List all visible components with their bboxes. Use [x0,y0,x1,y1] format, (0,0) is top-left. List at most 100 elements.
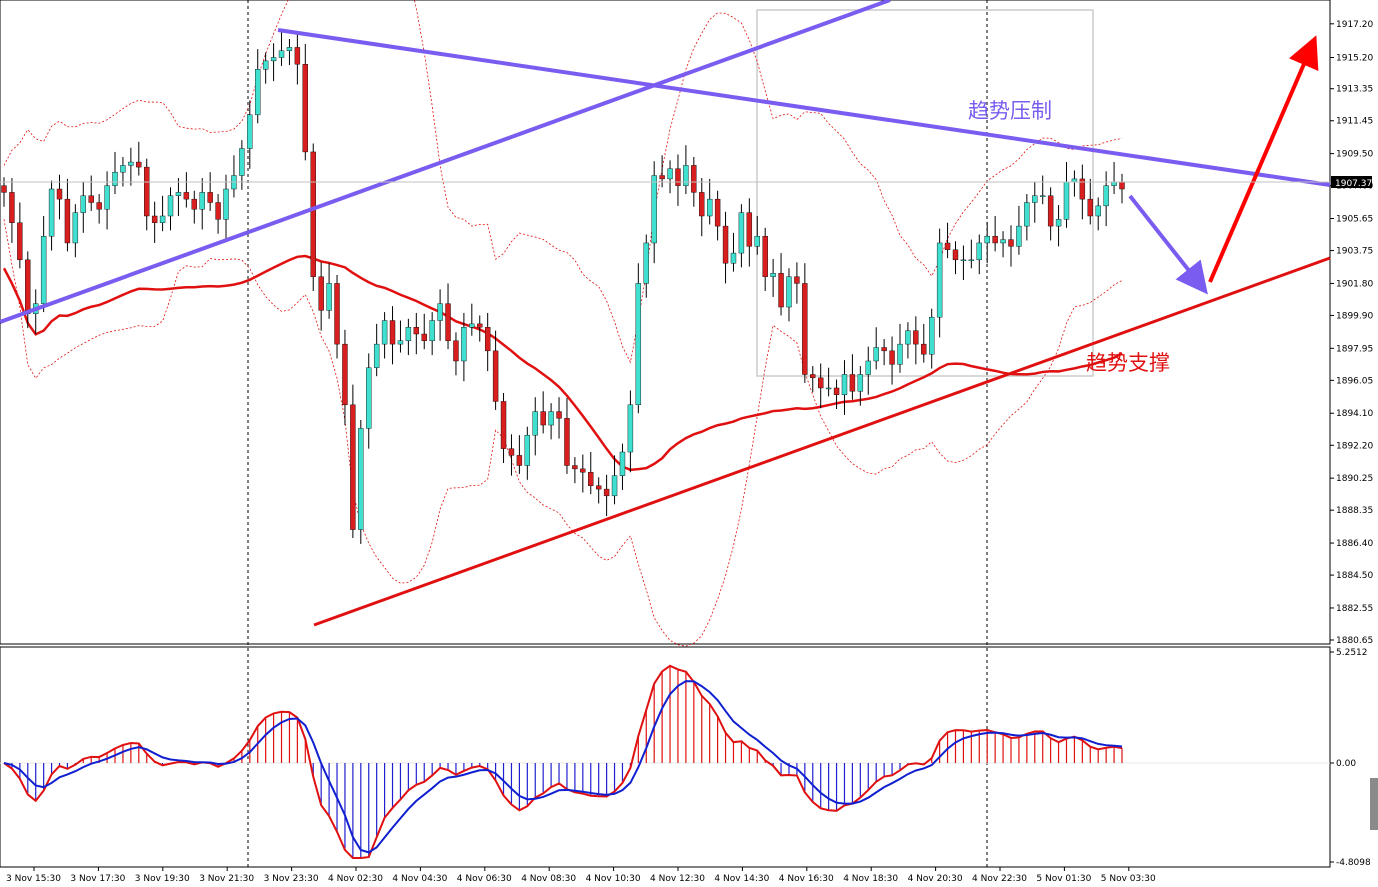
candle [17,202,23,269]
candle [1000,231,1006,258]
candle [651,161,657,264]
candle [1024,194,1030,241]
candle [492,330,499,410]
candle [683,145,689,195]
bearish-arrow [1128,194,1208,295]
bullish-arrow [1208,35,1319,283]
candle [556,397,562,439]
candle [334,275,340,359]
candle [944,222,951,259]
candle [88,175,94,211]
scroll-handle[interactable] [1370,778,1378,830]
candle [302,44,309,161]
candle [992,215,998,252]
candle [326,263,332,319]
price-tick-label: 1917.20 [1336,20,1373,30]
candle [1079,164,1086,220]
candle [310,143,316,292]
time-tick-label: 4 Nov 06:30 [457,874,512,884]
price-tick-label: 1901.80 [1336,279,1373,289]
resistance-trendline [277,28,1331,187]
candle [524,426,531,480]
candle [746,198,753,267]
time-tick-label: 4 Nov 14:30 [714,874,769,884]
rising-trendline [0,0,891,324]
candle [477,315,483,342]
candle [80,181,86,233]
price-tick-label: 1899.90 [1336,311,1373,321]
time-tick-label: 4 Nov 04:30 [392,874,447,884]
candle [1103,171,1109,227]
indicator-tick-label: -4.8098 [1336,858,1371,868]
candle [936,228,943,338]
candle [929,308,935,369]
time-axis: 3 Nov 15:30 3 Nov 17:30 3 Nov 19:30 3 Nov 2… [6,867,1156,884]
macd-signal-line [3,680,1123,854]
candle [1055,205,1062,247]
time-tick-label: 4 Nov 16:30 [779,874,834,884]
candle [913,316,919,365]
candle [889,336,895,385]
candle [976,234,982,275]
candle [921,323,927,363]
candle [667,160,673,194]
time-tick-label: 3 Nov 19:30 [135,874,190,884]
indicator-axis: 5.2512 0.00 -4.8098 [1330,648,1371,868]
candle [453,332,459,376]
candle [722,211,729,284]
candle [389,306,396,365]
candle [849,354,856,400]
candle [421,313,427,350]
price-tick-label: 1897.95 [1336,344,1373,354]
candle [833,379,840,410]
candle [461,312,467,382]
candle [762,227,768,292]
candle [183,172,190,208]
candle [278,30,285,66]
time-tick-label: 3 Nov 23:30 [264,874,319,884]
current-price-tag: 1907.37 [1331,176,1372,189]
candle [199,178,205,230]
time-tick-label: 4 Nov 10:30 [586,874,641,884]
candle [960,245,967,281]
candle [342,329,348,426]
candle [1040,175,1046,205]
candle [484,312,491,372]
candle [262,52,269,84]
price-tick-label: 1882.55 [1336,604,1373,614]
candle [595,477,602,504]
candle [508,434,515,476]
candle [167,187,174,231]
candle [627,390,634,473]
candle [136,141,142,176]
candle [445,283,451,350]
candle [358,419,364,544]
main-chart-frame [0,0,1331,645]
candle [516,435,523,474]
candle [1095,197,1101,231]
indicator-tick-label: 5.2512 [1336,648,1368,658]
candle [397,320,404,353]
candle [548,403,554,440]
candle [500,393,507,463]
candle [294,33,301,85]
candle [151,201,158,243]
candle [714,190,721,241]
candle [48,180,55,251]
price-tick-label: 1896.05 [1336,376,1373,386]
candle [381,312,388,359]
lower-band [3,219,1123,647]
candle [588,452,594,495]
price-tick-label: 1903.75 [1336,247,1373,257]
indicator-tick-label: 0.00 [1336,759,1356,769]
candle [144,158,150,231]
time-tick-label: 4 Nov 08:30 [521,874,576,884]
candle [905,322,911,359]
candle [175,178,182,216]
candle [373,323,380,377]
current-price-value: 1907.37 [1335,179,1372,189]
candle [207,172,213,211]
candle [984,221,990,264]
candle [675,154,681,206]
price-tick-label: 1892.20 [1336,441,1373,451]
